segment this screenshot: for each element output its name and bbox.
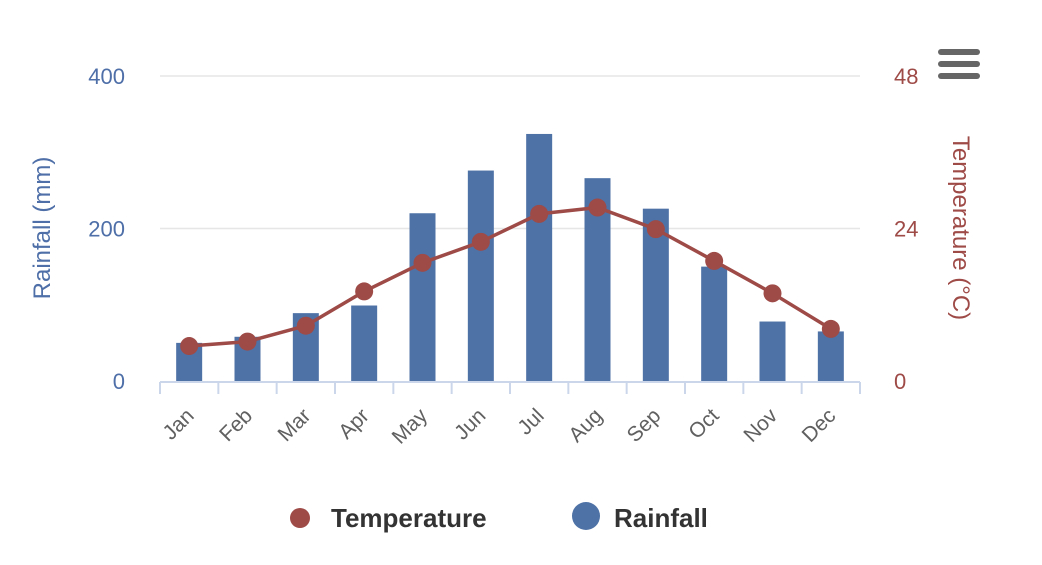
- legend-label-rainfall: Rainfall: [614, 503, 708, 533]
- left-axis-tick-label: 0: [113, 369, 125, 394]
- x-axis-tick-label: Nov: [739, 404, 782, 447]
- temperature-point-jun[interactable]: [471, 232, 490, 251]
- right-axis-ticks: 0 24 48: [894, 64, 918, 394]
- temperature-point-may[interactable]: [413, 253, 432, 272]
- temperature-point-oct[interactable]: [705, 251, 724, 270]
- left-axis-title: Rainfall (mm): [29, 157, 56, 300]
- rainfall-bar-dec[interactable]: [817, 331, 844, 381]
- chart-menu-button[interactable]: [936, 44, 980, 82]
- temperature-line-layer: [180, 198, 840, 356]
- rainfall-bar-nov[interactable]: [759, 321, 786, 381]
- gridlines: [160, 75, 860, 230]
- left-axis-ticks: 0 200 400: [88, 64, 125, 394]
- x-axis-tick-label: Jun: [450, 404, 490, 444]
- right-axis-title: Temperature (°C): [947, 136, 974, 320]
- temperature-legend-marker: [290, 508, 310, 528]
- x-axis-tick-label: Jul: [513, 404, 548, 439]
- temperature-point-sep[interactable]: [646, 220, 665, 239]
- rainfall-bar-apr[interactable]: [351, 305, 378, 381]
- temperature-line: [189, 205, 832, 348]
- x-axis-ticks: Jan Feb Mar Apr May Jun Jul Aug Sep Oct Nov Dec: [158, 404, 840, 449]
- right-axis-tick-label: 48: [894, 64, 918, 89]
- x-axis-tick-label: Feb: [215, 404, 257, 446]
- rainfall-bar-oct[interactable]: [701, 266, 728, 381]
- temperature-point-dec[interactable]: [821, 319, 840, 338]
- rainfall-legend-marker: [572, 502, 600, 530]
- right-axis-tick-label: 0: [894, 369, 906, 394]
- x-axis-tick-label: Mar: [274, 404, 316, 446]
- x-axis-tick-label: May: [388, 404, 433, 449]
- legend-item-rainfall[interactable]: Rainfall: [572, 502, 708, 533]
- rainfall-bar-jul[interactable]: [526, 133, 553, 381]
- legend: Temperature Rainfall: [290, 502, 708, 533]
- hamburger-menu-icon: [938, 49, 980, 79]
- legend-item-temperature[interactable]: Temperature: [290, 503, 487, 533]
- temperature-point-nov[interactable]: [763, 284, 782, 303]
- temperature-point-feb[interactable]: [238, 332, 257, 351]
- x-axis-tick-label: Aug: [564, 404, 607, 447]
- legend-label-temperature: Temperature: [331, 503, 487, 533]
- x-axis-tick-label: Dec: [798, 404, 841, 447]
- rainfall-bars: [176, 133, 844, 381]
- left-axis-tick-label: 400: [88, 64, 125, 89]
- x-axis-tick-label: Sep: [623, 404, 666, 447]
- rainfall-bar-may[interactable]: [409, 213, 436, 381]
- temperature-point-jul[interactable]: [530, 204, 549, 223]
- left-axis-tick-label: 200: [88, 217, 125, 242]
- temperature-point-apr[interactable]: [355, 282, 374, 301]
- x-axis-tick-label: Apr: [334, 404, 373, 443]
- temperature-point-jan[interactable]: [180, 337, 199, 356]
- temperature-point-mar[interactable]: [296, 316, 315, 335]
- x-axis-tick-label: Jan: [158, 404, 198, 444]
- rainfall-bar-jun[interactable]: [467, 170, 494, 381]
- axes: [159, 381, 861, 394]
- temperature-point-aug[interactable]: [588, 198, 607, 217]
- x-axis-tick-label: Oct: [684, 404, 723, 443]
- right-axis-tick-label: 24: [894, 217, 918, 242]
